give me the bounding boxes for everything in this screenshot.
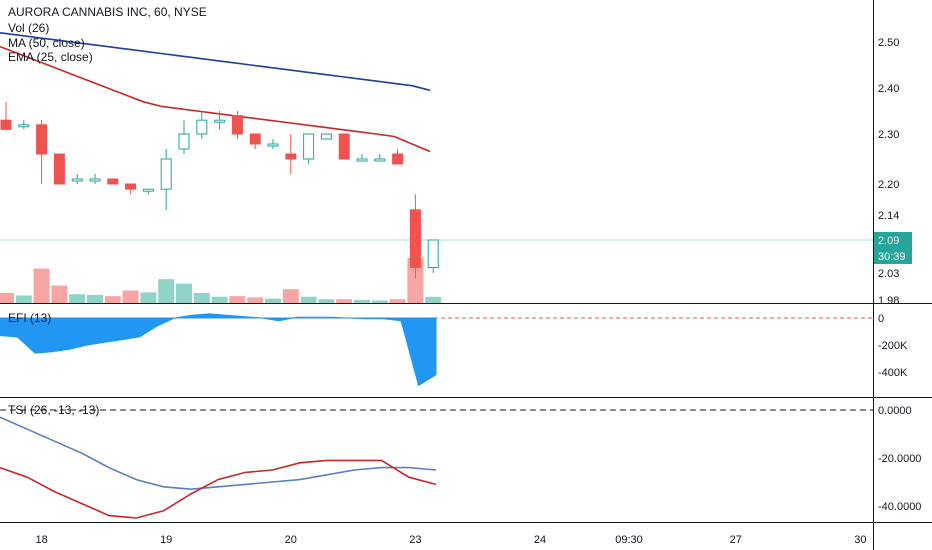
time-tick-label: 27	[730, 534, 742, 546]
volume-bar	[389, 299, 406, 303]
candle-body	[160, 158, 172, 190]
countdown-label: 30:39	[878, 251, 906, 263]
volume-bar	[51, 285, 68, 303]
tsi-line	[0, 416, 437, 491]
countdown-tag	[874, 248, 912, 264]
volume-bar	[122, 290, 139, 303]
candle-body	[178, 133, 190, 150]
candle-body	[392, 153, 404, 165]
candle-body	[196, 119, 208, 135]
volume-bar	[140, 292, 157, 303]
tsi-tick-label: 0.0000	[878, 405, 912, 417]
volume-bar	[300, 296, 317, 303]
time-tick-label: 23	[409, 534, 421, 546]
legend-vol: Vol (26)	[8, 21, 49, 35]
volume-bar	[176, 283, 192, 303]
tsi-tick-label: -20.0000	[878, 453, 921, 465]
candle-body	[107, 178, 119, 185]
volume-bar	[0, 293, 14, 303]
last-price-label: 2.09	[878, 235, 899, 247]
last-price-tag	[874, 232, 912, 248]
efi-tick-label: -200K	[878, 340, 908, 352]
volume-bar	[371, 300, 388, 303]
volume-bar	[87, 294, 103, 303]
volume-bar	[425, 296, 442, 303]
volume-bar	[336, 299, 353, 303]
time-tick-label: 09:30	[615, 534, 643, 546]
candle-body	[71, 178, 83, 182]
price-tick-label: 2.14	[878, 210, 899, 222]
legend-tsi: TSI (26, -13, -13)	[8, 403, 99, 417]
candle-body	[320, 133, 332, 140]
time-tick-label: 19	[160, 534, 172, 546]
volume-bar	[158, 279, 175, 303]
volume-bar	[211, 296, 228, 303]
candle-body	[249, 133, 261, 145]
volume-bar	[69, 294, 86, 303]
candle-body	[214, 119, 226, 123]
legend-efi: EFI (13)	[8, 311, 51, 325]
efi-area	[0, 313, 437, 387]
candle-body	[18, 124, 30, 128]
candle-body	[267, 143, 279, 147]
candle-body	[285, 153, 297, 160]
candle-body	[89, 178, 101, 182]
volume-bar	[318, 299, 335, 303]
candle-body	[303, 133, 315, 160]
volume-bar	[33, 268, 50, 303]
tsi-signal-line	[0, 459, 437, 519]
legend-ma: MA (50, close)	[8, 36, 85, 50]
efi-tick-label: -400K	[878, 367, 908, 379]
time-tick-label: 30	[854, 534, 866, 546]
candle-body	[338, 133, 350, 160]
volume-bar	[193, 293, 210, 303]
efi-tick-label: 0	[878, 313, 884, 325]
chart-title: AURORA CANNABIS INC, 60, NYSE	[8, 5, 207, 19]
time-tick-label: 24	[534, 534, 546, 546]
ma-line	[0, 32, 431, 92]
price-tick-label: 2.09	[878, 235, 899, 247]
volume-bar	[247, 297, 264, 303]
volume-bar	[407, 258, 424, 303]
candle-body	[142, 188, 154, 192]
tsi-tick-label: -40.0000	[878, 501, 921, 513]
ema-line	[0, 45, 431, 153]
time-tick-label: 18	[35, 534, 47, 546]
candle-body	[0, 119, 12, 130]
volume-bar	[265, 298, 281, 303]
volume-bar	[282, 289, 299, 303]
price-tick-label: 1.98	[878, 295, 899, 307]
candle-body	[125, 183, 137, 190]
time-tick-label: 20	[285, 534, 297, 546]
price-tick-label: 2.30	[878, 129, 899, 141]
volume-bar	[104, 296, 121, 303]
price-tick-label: 2.40	[878, 83, 899, 95]
volume-bar	[229, 296, 246, 303]
candle-body	[231, 115, 243, 135]
candle-body	[427, 239, 439, 268]
price-tick-label: 2.50	[878, 37, 899, 49]
candle-body	[53, 153, 65, 185]
candle-body	[409, 209, 421, 268]
price-tick-label: 2.20	[878, 179, 899, 191]
candle-body	[36, 124, 48, 155]
candle-body	[356, 158, 368, 162]
volume-bar	[15, 295, 32, 303]
candle-body	[374, 158, 386, 162]
volume-bar	[354, 299, 370, 303]
price-tick-label: 2.03	[878, 268, 899, 280]
legend-ema: EMA (25, close)	[8, 50, 93, 64]
